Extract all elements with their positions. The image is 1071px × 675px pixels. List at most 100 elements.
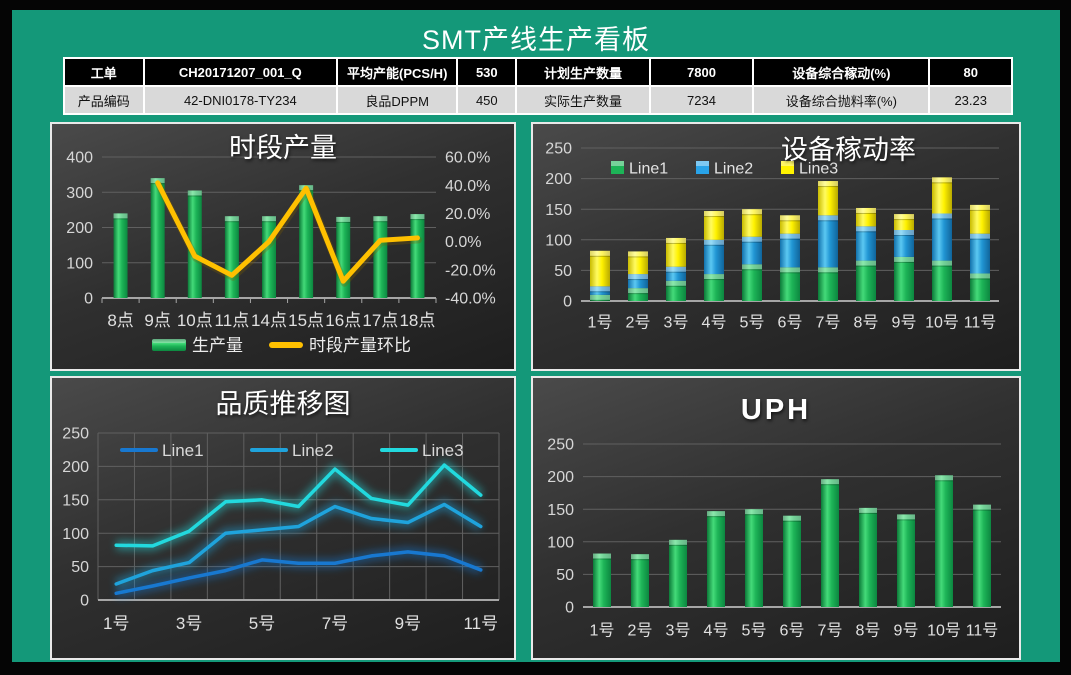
- svg-text:0: 0: [80, 593, 89, 610]
- dppm-label: 良品DPPM: [336, 85, 459, 115]
- legend: 生产量 时段产量环比: [152, 336, 411, 355]
- dppm-value: 450: [456, 85, 518, 115]
- svg-text:18点: 18点: [399, 311, 435, 330]
- line-series: [114, 460, 484, 599]
- svg-text:10号: 10号: [927, 622, 961, 640]
- svg-text:100: 100: [545, 232, 572, 249]
- svg-text:7号: 7号: [818, 622, 843, 640]
- svg-text:0: 0: [84, 291, 93, 308]
- svg-text:-40.0%: -40.0%: [445, 291, 496, 308]
- work-order-value: CH20171207_001_Q: [142, 57, 339, 87]
- svg-text:11号: 11号: [964, 314, 997, 332]
- y-axis-labels: 0 50 100 150 200 250: [547, 437, 574, 617]
- svg-text:400: 400: [66, 150, 93, 167]
- svg-text:11号: 11号: [966, 622, 999, 640]
- svg-text:Line1: Line1: [629, 161, 668, 178]
- avg-capacity-value: 530: [456, 57, 518, 87]
- svg-text:0: 0: [563, 294, 572, 311]
- dashboard-canvas: SMT产线生产看板 工单 CH20171207_001_Q 平均产能(PCS/H…: [12, 10, 1060, 662]
- svg-text:3号: 3号: [666, 622, 691, 640]
- svg-text:9号: 9号: [395, 614, 421, 633]
- stacked-bars: [590, 177, 990, 301]
- actual-qty-value: 7234: [648, 85, 755, 115]
- left-axis-labels: 0 100 200 300 400: [66, 150, 93, 308]
- legend-swatch-ratio: [269, 342, 303, 348]
- svg-text:60.0%: 60.0%: [445, 150, 490, 167]
- svg-text:15点: 15点: [288, 311, 324, 330]
- legend-swatch-line2: [696, 161, 709, 174]
- work-order-label: 工单: [63, 57, 145, 87]
- x-axis-labels: 1号 3号 5号 7号 9号 11号: [103, 614, 498, 633]
- svg-text:200: 200: [545, 171, 572, 188]
- svg-text:8号: 8号: [856, 622, 881, 640]
- svg-text:-20.0%: -20.0%: [445, 262, 496, 279]
- svg-text:7号: 7号: [322, 614, 348, 633]
- hourly-output-chart: 0 100 200 300 400 -40.0% -20.0% 0.0% 20.0% 40.0% 6…: [66, 150, 496, 355]
- page-title: SMT产线生产看板: [422, 25, 650, 55]
- planned-qty-value: 7800: [648, 57, 755, 87]
- y-axis-labels: 0 50 100 150 200 250: [62, 426, 89, 610]
- svg-text:100: 100: [62, 526, 89, 543]
- svg-text:6号: 6号: [780, 622, 805, 640]
- chart-title: 品质推移图: [215, 389, 351, 419]
- svg-text:50: 50: [556, 567, 574, 584]
- legend-swatch-production: [152, 339, 186, 351]
- svg-text:Line1: Line1: [162, 441, 204, 460]
- svg-text:时段产量环比: 时段产量环比: [309, 336, 411, 355]
- svg-text:6号: 6号: [778, 314, 803, 332]
- table-row: 产品编码 42-DNI0178-TY234 良品DPPM 450 实际生产数量 …: [63, 85, 1013, 115]
- legend-swatch-line3: [781, 161, 794, 174]
- throw-rate-label: 设备综合抛料率(%): [752, 85, 931, 115]
- line-line2: [114, 502, 483, 586]
- svg-text:150: 150: [62, 492, 89, 509]
- svg-text:2号: 2号: [628, 622, 653, 640]
- svg-text:10号: 10号: [925, 314, 959, 332]
- planned-qty-label: 计划生产数量: [515, 57, 651, 87]
- svg-text:200: 200: [62, 459, 89, 476]
- bar-series-uph: [593, 475, 991, 607]
- svg-text:3号: 3号: [664, 314, 689, 332]
- svg-text:250: 250: [545, 141, 572, 158]
- chart-title: UPH: [740, 394, 812, 426]
- svg-text:11号: 11号: [463, 614, 498, 633]
- equipment-utilization-chart: 0 50 100 150 200 250 1号 2号 3号 4号 5号 6号 7号 8号 9号 10号 11号 L…: [545, 141, 999, 332]
- svg-text:3号: 3号: [176, 614, 202, 633]
- svg-text:5号: 5号: [742, 622, 767, 640]
- line-line1: [114, 550, 483, 596]
- svg-text:8号: 8号: [854, 314, 879, 332]
- svg-text:1号: 1号: [588, 314, 613, 332]
- panel-equipment-utilization-chart: 设备稼动率 0 50 100 150 200 250 1号 2号 3号 4号 5号 6号 7号 8号 9号 1…: [531, 122, 1021, 371]
- panel-uph-chart: UPH 0 50 100 150 200 250 1号 2号 3号 4号 5号 6号 7号 8号 9号 10号…: [531, 376, 1021, 660]
- svg-text:16点: 16点: [325, 311, 361, 330]
- svg-text:4号: 4号: [702, 314, 727, 332]
- svg-text:生产量: 生产量: [192, 336, 243, 355]
- line-series-ratio: [155, 180, 422, 287]
- svg-text:9点: 9点: [144, 311, 170, 330]
- throw-rate-value: 23.23: [928, 85, 1013, 115]
- x-axis-labels: 1号 2号 3号 4号 5号 6号 7号 8号 9号 10号 11号: [588, 314, 997, 332]
- chart-title: 设备稼动率: [781, 135, 916, 165]
- oee-label: 设备综合稼动(%): [752, 57, 931, 87]
- production-info-table: 工单 CH20171207_001_Q 平均产能(PCS/H) 530 计划生产…: [63, 57, 1013, 115]
- uph-chart: 0 50 100 150 200 250 1号 2号 3号 4号 5号 6号 7号 8号 9号 10号 11号: [547, 437, 1001, 640]
- svg-text:8点: 8点: [107, 311, 133, 330]
- svg-text:250: 250: [62, 426, 89, 443]
- gridlines: [581, 147, 999, 302]
- svg-text:14点: 14点: [251, 311, 287, 330]
- oee-value: 80: [928, 57, 1013, 87]
- svg-text:7号: 7号: [816, 314, 841, 332]
- svg-text:5号: 5号: [249, 614, 275, 633]
- svg-text:150: 150: [547, 502, 574, 519]
- svg-text:150: 150: [545, 202, 572, 219]
- svg-text:100: 100: [66, 255, 93, 272]
- y-axis-labels: 0 50 100 150 200 250: [545, 141, 572, 311]
- svg-text:0.0%: 0.0%: [445, 234, 481, 251]
- legend-swatch-line1: [611, 161, 624, 174]
- panel-hourly-output-chart: 时段产量 0 100 200 300 400 -40.0% -20.0% 0.0% 20.0% 4…: [50, 122, 516, 371]
- x-axis-labels: 8点 9点 10点 11点 14点 15点 16点 17点 18点: [107, 311, 435, 330]
- legend: Line1 Line2 Line3: [611, 161, 838, 178]
- x-axis-labels: 1号 2号 3号 4号 5号 6号 7号 8号 9号 10号 11号: [590, 622, 999, 640]
- svg-text:1号: 1号: [103, 614, 129, 633]
- svg-text:20.0%: 20.0%: [445, 206, 490, 223]
